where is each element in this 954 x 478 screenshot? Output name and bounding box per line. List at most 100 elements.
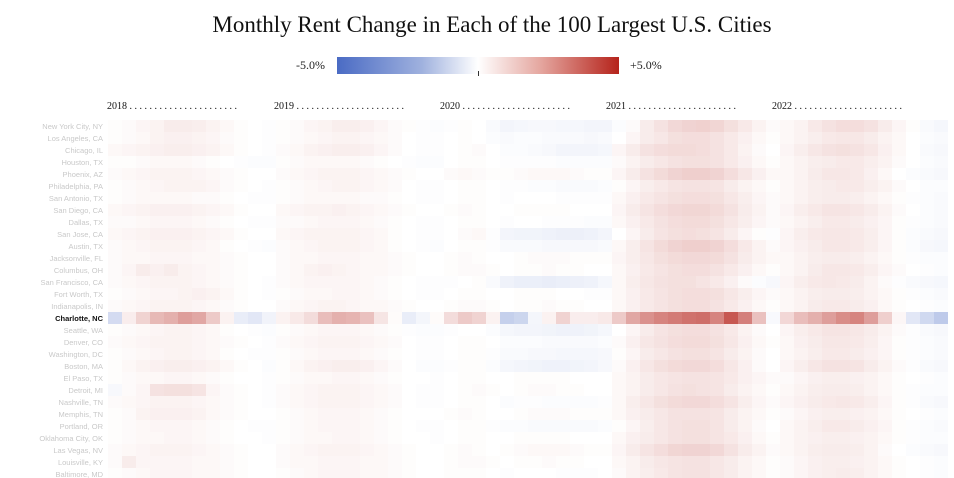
heatmap-cell[interactable] — [472, 384, 486, 396]
heatmap-cell[interactable] — [318, 444, 332, 456]
heatmap-cell[interactable] — [318, 144, 332, 156]
heatmap-cell[interactable] — [416, 276, 430, 288]
heatmap-cell[interactable] — [878, 228, 892, 240]
heatmap-cell[interactable] — [122, 144, 136, 156]
heatmap-cell[interactable] — [738, 132, 752, 144]
heatmap-cell[interactable] — [934, 336, 948, 348]
heatmap-cell[interactable] — [346, 180, 360, 192]
heatmap-cell[interactable] — [248, 300, 262, 312]
heatmap-cell[interactable] — [500, 420, 514, 432]
heatmap-cell[interactable] — [248, 324, 262, 336]
heatmap-cell[interactable] — [626, 228, 640, 240]
heatmap-cell[interactable] — [766, 396, 780, 408]
heatmap-cell[interactable] — [640, 384, 654, 396]
heatmap-cell[interactable] — [864, 372, 878, 384]
heatmap-cell[interactable] — [766, 372, 780, 384]
heatmap-cell[interactable] — [738, 288, 752, 300]
heatmap-cell[interactable] — [626, 216, 640, 228]
heatmap-cell[interactable] — [752, 240, 766, 252]
heatmap-cell[interactable] — [500, 348, 514, 360]
heatmap-cell[interactable] — [668, 408, 682, 420]
heatmap-cell[interactable] — [192, 336, 206, 348]
heatmap-cell[interactable] — [374, 168, 388, 180]
heatmap-cell[interactable] — [416, 348, 430, 360]
heatmap-cell[interactable] — [290, 204, 304, 216]
heatmap-cell[interactable] — [388, 396, 402, 408]
heatmap-cell[interactable] — [752, 300, 766, 312]
heatmap-cell[interactable] — [262, 456, 276, 468]
heatmap-cell[interactable] — [864, 156, 878, 168]
heatmap-cell[interactable] — [430, 336, 444, 348]
heatmap-cell[interactable] — [360, 420, 374, 432]
heatmap-cell[interactable] — [500, 240, 514, 252]
heatmap-cell[interactable] — [850, 468, 864, 478]
heatmap-cell[interactable] — [444, 444, 458, 456]
heatmap-cell[interactable] — [178, 252, 192, 264]
heatmap-cell[interactable] — [500, 336, 514, 348]
heatmap-cell[interactable] — [836, 396, 850, 408]
heatmap-cell[interactable] — [416, 216, 430, 228]
heatmap-cell[interactable] — [654, 336, 668, 348]
heatmap-cell[interactable] — [934, 144, 948, 156]
heatmap-cell[interactable] — [640, 444, 654, 456]
heatmap-cell[interactable] — [794, 288, 808, 300]
heatmap-cell[interactable] — [668, 264, 682, 276]
heatmap-cell[interactable] — [710, 348, 724, 360]
heatmap-cell[interactable] — [528, 144, 542, 156]
heatmap-cell[interactable] — [752, 276, 766, 288]
heatmap-cell[interactable] — [332, 180, 346, 192]
heatmap-cell[interactable] — [766, 204, 780, 216]
heatmap-cell[interactable] — [822, 228, 836, 240]
heatmap-cell[interactable] — [122, 420, 136, 432]
heatmap-cell[interactable] — [836, 288, 850, 300]
heatmap-cell[interactable] — [150, 216, 164, 228]
heatmap-cell[interactable] — [472, 204, 486, 216]
heatmap-cell[interactable] — [738, 468, 752, 478]
heatmap-cell[interactable] — [556, 264, 570, 276]
heatmap-cell[interactable] — [766, 192, 780, 204]
heatmap-cell[interactable] — [234, 168, 248, 180]
heatmap-cell[interactable] — [626, 300, 640, 312]
heatmap-cell[interactable] — [808, 276, 822, 288]
heatmap-cell[interactable] — [402, 132, 416, 144]
heatmap-cell[interactable] — [346, 168, 360, 180]
heatmap-cell[interactable] — [304, 396, 318, 408]
heatmap-cell[interactable] — [206, 120, 220, 132]
heatmap-cell[interactable] — [108, 144, 122, 156]
heatmap-cell[interactable] — [304, 144, 318, 156]
heatmap-cell[interactable] — [822, 372, 836, 384]
heatmap-cell[interactable] — [234, 216, 248, 228]
heatmap-cell[interactable] — [528, 120, 542, 132]
heatmap-cell[interactable] — [724, 324, 738, 336]
heatmap-cell[interactable] — [262, 264, 276, 276]
heatmap-cell[interactable] — [934, 132, 948, 144]
heatmap-cell[interactable] — [164, 336, 178, 348]
heatmap-cell[interactable] — [934, 408, 948, 420]
heatmap-cell[interactable] — [276, 456, 290, 468]
heatmap-cell[interactable] — [430, 312, 444, 324]
heatmap-cell[interactable] — [514, 240, 528, 252]
heatmap-cell[interactable] — [164, 228, 178, 240]
heatmap-cell[interactable] — [906, 300, 920, 312]
heatmap-cell[interactable] — [248, 168, 262, 180]
heatmap-cell[interactable] — [640, 204, 654, 216]
heatmap-cell[interactable] — [136, 336, 150, 348]
heatmap-cell[interactable] — [150, 312, 164, 324]
heatmap-cell[interactable] — [542, 228, 556, 240]
heatmap-cell[interactable] — [752, 204, 766, 216]
heatmap-cell[interactable] — [374, 324, 388, 336]
heatmap-cell[interactable] — [402, 144, 416, 156]
heatmap-cell[interactable] — [696, 456, 710, 468]
heatmap-cell[interactable] — [640, 276, 654, 288]
heatmap-cell[interactable] — [402, 120, 416, 132]
heatmap-cell[interactable] — [836, 216, 850, 228]
heatmap-cell[interactable] — [612, 240, 626, 252]
heatmap-cell[interactable] — [360, 252, 374, 264]
heatmap-cell[interactable] — [206, 132, 220, 144]
heatmap-cell[interactable] — [444, 144, 458, 156]
heatmap-cell[interactable] — [262, 432, 276, 444]
heatmap-cell[interactable] — [598, 252, 612, 264]
heatmap-cell[interactable] — [388, 144, 402, 156]
heatmap-cell[interactable] — [220, 408, 234, 420]
heatmap-cell[interactable] — [262, 156, 276, 168]
